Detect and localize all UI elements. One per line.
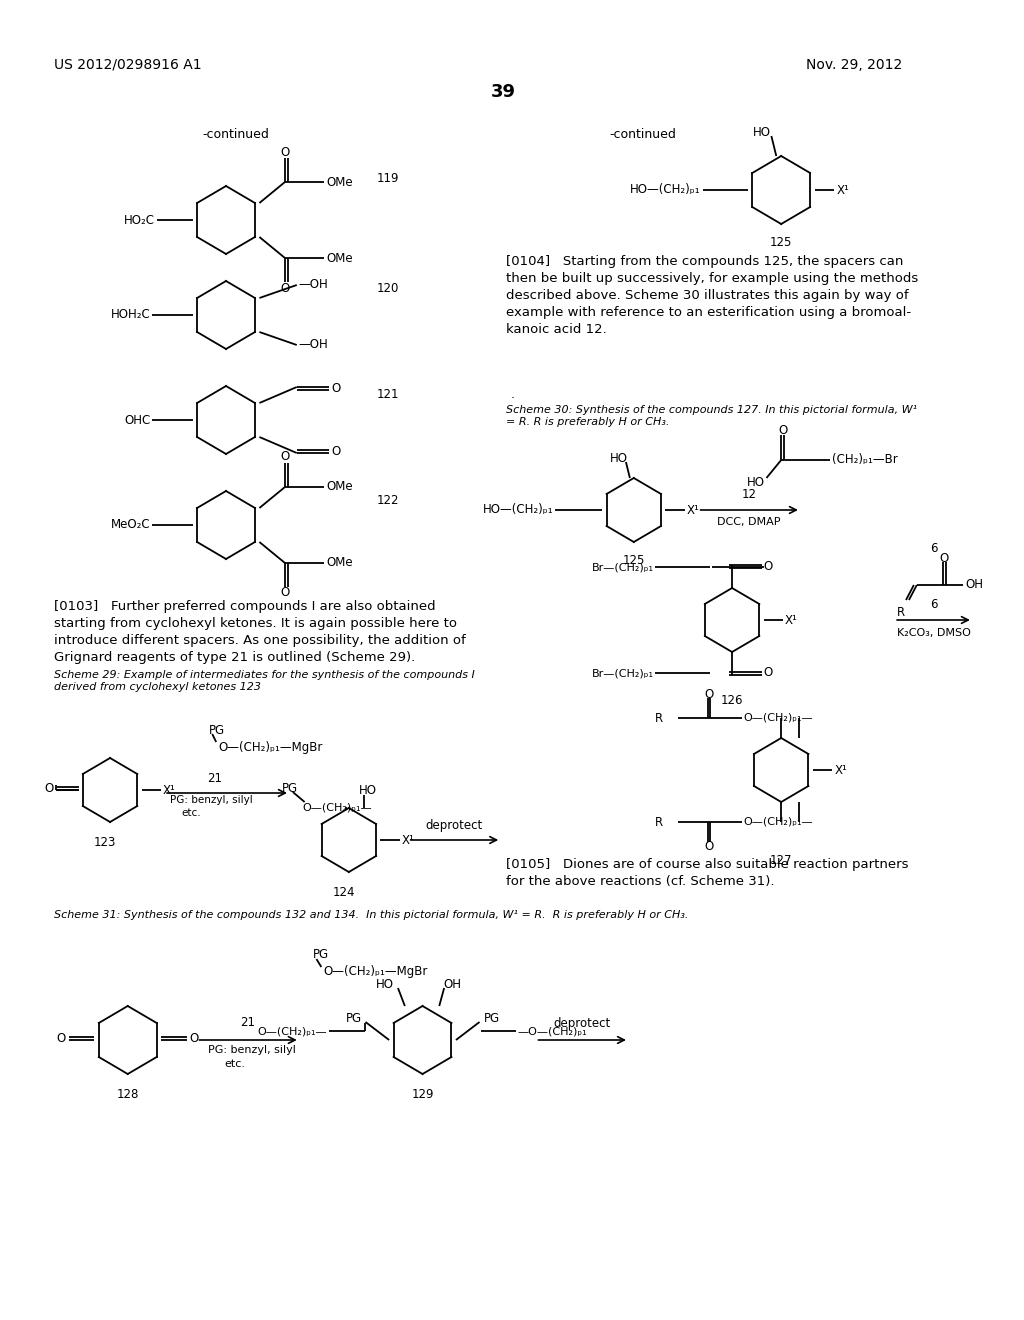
Text: DCC, DMAP: DCC, DMAP: [717, 517, 780, 527]
Text: O—(CH₂)ₚ₁—: O—(CH₂)ₚ₁—: [258, 1026, 328, 1036]
Text: O: O: [56, 1032, 66, 1045]
Text: 123: 123: [94, 836, 117, 849]
Text: 125: 125: [623, 553, 645, 566]
Text: [0104]   Starting from the compounds 125, the spacers can
then be built up succe: [0104] Starting from the compounds 125, …: [506, 255, 919, 337]
Text: O: O: [705, 688, 714, 701]
Text: [0105]   Diones are of course also suitable reaction partners
for the above reac: [0105] Diones are of course also suitabl…: [506, 858, 908, 888]
Text: 126: 126: [721, 693, 743, 706]
Text: Nov. 29, 2012: Nov. 29, 2012: [806, 58, 902, 73]
Text: 129: 129: [412, 1089, 434, 1101]
Text: 39: 39: [490, 83, 516, 102]
Text: PG: PG: [312, 949, 329, 961]
Text: O—(CH₂)ₚ₁—MgBr: O—(CH₂)ₚ₁—MgBr: [218, 742, 323, 755]
Text: Br—(CH₂)ₚ₁: Br—(CH₂)ₚ₁: [592, 562, 653, 572]
Text: Br—(CH₂)ₚ₁: Br—(CH₂)ₚ₁: [592, 668, 653, 678]
Text: HO₂C: HO₂C: [124, 214, 156, 227]
Text: OH: OH: [965, 578, 983, 591]
Text: 120: 120: [377, 281, 398, 294]
Text: O: O: [281, 145, 290, 158]
Text: 119: 119: [377, 172, 399, 185]
Text: —O—(CH₂)ₚ₁: —O—(CH₂)ₚ₁: [518, 1026, 588, 1036]
Text: 125: 125: [770, 235, 793, 248]
Text: 124: 124: [333, 886, 355, 899]
Text: HO: HO: [753, 125, 770, 139]
Text: O: O: [45, 783, 54, 796]
Text: (CH₂)ₚ₁—Br: (CH₂)ₚ₁—Br: [833, 454, 898, 466]
Text: -continued: -continued: [609, 128, 676, 141]
Text: O: O: [189, 1032, 199, 1045]
Text: HO: HO: [358, 784, 377, 796]
Text: HO: HO: [610, 451, 628, 465]
Text: 128: 128: [117, 1089, 139, 1101]
Text: O: O: [281, 450, 290, 463]
Text: O—(CH₂)ₚ₁—: O—(CH₂)ₚ₁—: [743, 817, 813, 828]
Text: PG: benzyl, silyl: PG: benzyl, silyl: [170, 795, 253, 805]
Text: PG: benzyl, silyl: PG: benzyl, silyl: [208, 1045, 296, 1055]
Text: US 2012/0298916 A1: US 2012/0298916 A1: [54, 58, 202, 73]
Text: HO—(CH₂)ₚ₁: HO—(CH₂)ₚ₁: [630, 183, 700, 197]
Text: —OH: —OH: [299, 279, 329, 292]
Text: O: O: [705, 840, 714, 853]
Text: [0103]   Further preferred compounds I are also obtained
starting from cyclohexy: [0103] Further preferred compounds I are…: [54, 601, 466, 664]
Text: etc.: etc.: [182, 808, 202, 818]
Text: deprotect: deprotect: [553, 1016, 610, 1030]
Text: HO: HO: [746, 477, 765, 490]
Text: 12: 12: [741, 487, 757, 500]
Text: 21: 21: [240, 1016, 255, 1030]
Text: O: O: [281, 586, 290, 599]
Text: PG: PG: [483, 1011, 500, 1024]
Text: etc.: etc.: [224, 1059, 245, 1069]
Text: PG: PG: [345, 1011, 361, 1024]
Text: OHC: OHC: [124, 413, 151, 426]
Text: HO—(CH₂)ₚ₁: HO—(CH₂)ₚ₁: [482, 503, 553, 516]
Text: X¹: X¹: [837, 183, 849, 197]
Text: X¹: X¹: [163, 784, 176, 796]
Text: HOH₂C: HOH₂C: [111, 309, 151, 322]
Text: R: R: [897, 606, 905, 619]
Text: O: O: [331, 445, 340, 458]
Text: OH: OH: [443, 978, 461, 991]
Text: Scheme 30: Synthesis of the compounds 127. In this pictorial formula, W¹
= R. R : Scheme 30: Synthesis of the compounds 12…: [506, 405, 918, 426]
Text: O: O: [778, 424, 787, 437]
Text: O—(CH₂)ₚ₁—: O—(CH₂)ₚ₁—: [303, 803, 373, 812]
Text: O—(CH₂)ₚ₁—: O—(CH₂)ₚ₁—: [743, 713, 813, 723]
Text: X¹: X¹: [401, 833, 415, 846]
Text: —OH: —OH: [299, 338, 329, 351]
Text: O—(CH₂)ₚ₁—MgBr: O—(CH₂)ₚ₁—MgBr: [324, 965, 428, 978]
Text: OMe: OMe: [327, 176, 353, 189]
Text: R: R: [655, 711, 664, 725]
Text: OMe: OMe: [327, 557, 353, 569]
Text: O: O: [331, 381, 340, 395]
Text: X¹: X¹: [785, 614, 798, 627]
Text: Scheme 31: Synthesis of the compounds 132 and 134.  In this pictorial formula, W: Scheme 31: Synthesis of the compounds 13…: [54, 909, 688, 920]
Text: PG: PG: [209, 723, 225, 737]
Text: O: O: [764, 561, 773, 573]
Text: PG: PG: [282, 781, 298, 795]
Text: 121: 121: [377, 388, 399, 401]
Text: O: O: [940, 552, 949, 565]
Text: 6: 6: [930, 598, 937, 610]
Text: 21: 21: [207, 771, 222, 784]
Text: X¹: X¹: [835, 763, 847, 776]
Text: 127: 127: [770, 854, 793, 866]
Text: MeO₂C: MeO₂C: [111, 519, 151, 532]
Text: OMe: OMe: [327, 480, 353, 494]
Text: X¹: X¹: [687, 503, 699, 516]
Text: HO: HO: [376, 978, 394, 991]
Text: -continued: -continued: [203, 128, 269, 141]
Text: O: O: [281, 281, 290, 294]
Text: .: .: [511, 388, 515, 401]
Text: Scheme 29: Example of intermediates for the synthesis of the compounds I
derived: Scheme 29: Example of intermediates for …: [54, 671, 475, 692]
Text: R: R: [655, 816, 664, 829]
Text: deprotect: deprotect: [425, 820, 482, 833]
Text: K₂CO₃, DMSO: K₂CO₃, DMSO: [897, 628, 971, 638]
Text: O: O: [764, 667, 773, 680]
Text: 122: 122: [377, 494, 399, 507]
Text: OMe: OMe: [327, 252, 353, 264]
Text: 6: 6: [930, 541, 937, 554]
